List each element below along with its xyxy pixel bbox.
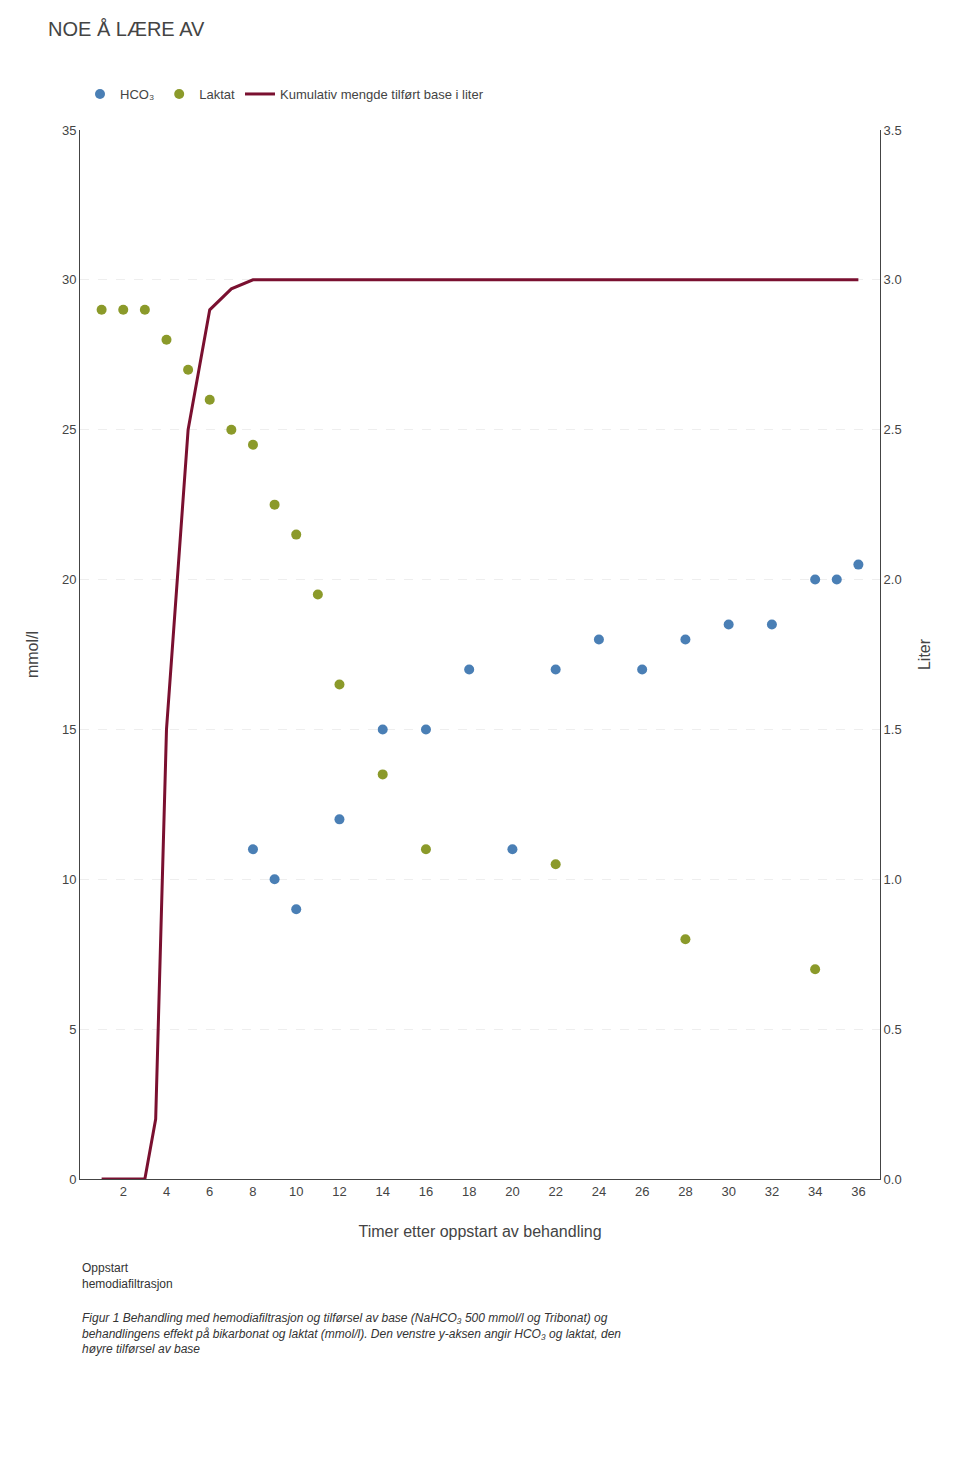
svg-text:3.0: 3.0 <box>884 272 902 287</box>
svg-text:35: 35 <box>62 123 76 138</box>
svg-text:0: 0 <box>69 1172 76 1187</box>
svg-text:HCO₃: HCO₃ <box>120 87 154 102</box>
svg-text:0.5: 0.5 <box>884 1022 902 1037</box>
svg-text:Oppstarthemodiafiltrasjon: Oppstarthemodiafiltrasjon <box>82 1261 173 1291</box>
svg-text:8: 8 <box>249 1184 256 1199</box>
svg-text:3.5: 3.5 <box>884 123 902 138</box>
svg-text:10: 10 <box>62 872 76 887</box>
svg-text:30: 30 <box>721 1184 735 1199</box>
svg-text:24: 24 <box>592 1184 606 1199</box>
svg-text:Laktat: Laktat <box>199 87 235 102</box>
svg-text:1.0: 1.0 <box>884 872 902 887</box>
svg-text:36: 36 <box>851 1184 865 1199</box>
svg-text:12: 12 <box>332 1184 346 1199</box>
svg-text:1.5: 1.5 <box>884 722 902 737</box>
svg-text:28: 28 <box>678 1184 692 1199</box>
svg-text:NOE Å LÆRE AV: NOE Å LÆRE AV <box>48 18 205 40</box>
svg-text:25: 25 <box>62 422 76 437</box>
svg-text:10: 10 <box>289 1184 303 1199</box>
svg-text:34: 34 <box>808 1184 822 1199</box>
svg-text:15: 15 <box>62 722 76 737</box>
svg-text:32: 32 <box>765 1184 779 1199</box>
svg-text:5: 5 <box>69 1022 76 1037</box>
svg-text:Liter: Liter <box>916 638 933 670</box>
svg-text:26: 26 <box>635 1184 649 1199</box>
svg-text:22: 22 <box>548 1184 562 1199</box>
svg-text:2.5: 2.5 <box>884 422 902 437</box>
svg-text:0.0: 0.0 <box>884 1172 902 1187</box>
svg-text:Kumulativ mengde tilført base: Kumulativ mengde tilført base i liter <box>280 87 484 102</box>
svg-text:20: 20 <box>505 1184 519 1199</box>
svg-text:6: 6 <box>206 1184 213 1199</box>
svg-text:mmol/l: mmol/l <box>24 631 41 678</box>
svg-text:Figur 1 Behandling med hemodia: Figur 1 Behandling med hemodiafiltrasjon… <box>82 1311 621 1356</box>
svg-text:2: 2 <box>120 1184 127 1199</box>
svg-text:14: 14 <box>375 1184 389 1199</box>
svg-text:4: 4 <box>163 1184 170 1199</box>
svg-text:Timer etter oppstart av behand: Timer etter oppstart av behandling <box>358 1223 601 1240</box>
svg-text:16: 16 <box>419 1184 433 1199</box>
svg-text:18: 18 <box>462 1184 476 1199</box>
svg-text:2.0: 2.0 <box>884 572 902 587</box>
svg-text:30: 30 <box>62 272 76 287</box>
svg-text:20: 20 <box>62 572 76 587</box>
